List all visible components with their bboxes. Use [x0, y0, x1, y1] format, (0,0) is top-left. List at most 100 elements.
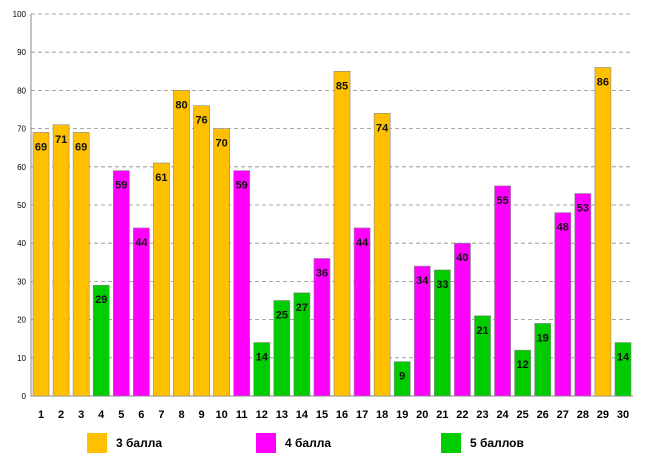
data-label-5: 59	[115, 180, 127, 192]
y-tick-label: 80	[17, 86, 26, 95]
bar-23	[474, 315, 491, 397]
x-tick-label: 19	[396, 409, 408, 421]
bar-3	[72, 132, 90, 397]
y-tick-label: 40	[17, 239, 26, 248]
y-tick-label: 20	[17, 316, 26, 325]
x-tick-label: 5	[118, 409, 124, 421]
x-tick-label: 16	[336, 409, 348, 421]
bar-8	[173, 90, 190, 397]
data-label-9: 76	[195, 115, 207, 127]
y-tick-label: 50	[17, 201, 26, 210]
bar-1	[32, 132, 50, 397]
bar-28	[574, 193, 592, 397]
y-tick-label: 60	[17, 163, 26, 172]
x-tick-label: 3	[78, 409, 84, 421]
x-tick-label: 27	[557, 409, 569, 421]
x-tick-label: 11	[236, 409, 248, 421]
legend-swatch-3	[87, 433, 107, 453]
y-tick-label: 70	[17, 125, 26, 134]
bar-11	[233, 170, 251, 397]
data-label-21: 33	[436, 279, 448, 291]
x-tick-label: 12	[256, 409, 268, 421]
data-label-12: 14	[256, 352, 269, 364]
data-label-6: 44	[135, 237, 148, 249]
bar-19	[393, 361, 411, 397]
data-label-3: 69	[75, 141, 87, 153]
bar-16	[333, 71, 351, 397]
data-label-18: 74	[376, 122, 389, 134]
legend-label-3: 3 балла	[116, 436, 162, 450]
data-label-29: 86	[597, 76, 609, 88]
data-label-30: 14	[617, 352, 630, 364]
data-label-7: 61	[155, 172, 167, 184]
bar-9	[193, 105, 210, 397]
data-label-2: 71	[55, 134, 67, 146]
bar-15	[313, 258, 331, 397]
legend-label-4: 4 балла	[285, 436, 331, 450]
x-tick-label: 15	[316, 409, 328, 421]
x-tick-label: 18	[376, 409, 388, 421]
data-label-14: 27	[296, 302, 308, 314]
bar-7	[153, 162, 170, 397]
x-tick-label: 21	[436, 409, 448, 421]
bar-27	[554, 212, 572, 397]
x-tick-label: 30	[617, 409, 629, 421]
x-tick-label: 4	[98, 409, 105, 421]
bar-17	[353, 227, 371, 397]
bar-6	[133, 227, 150, 397]
bar-21	[434, 269, 451, 397]
data-label-26: 19	[537, 332, 549, 344]
x-tick-label: 20	[416, 409, 428, 421]
y-tick-label: 100	[13, 10, 27, 19]
x-tick-label: 8	[178, 409, 184, 421]
bar-13	[273, 300, 291, 397]
x-tick-label: 9	[199, 409, 205, 421]
y-tick-label: 90	[17, 48, 26, 57]
bar-25	[514, 349, 531, 397]
bar-2	[52, 124, 70, 397]
x-tick-label: 1	[38, 409, 44, 421]
x-tick-label: 7	[158, 409, 164, 421]
bar-18	[373, 113, 391, 397]
x-tick-label: 13	[276, 409, 288, 421]
x-tick-label: 22	[456, 409, 468, 421]
x-tick-label: 17	[356, 409, 368, 421]
x-tick-label: 25	[517, 409, 529, 421]
data-label-8: 80	[175, 99, 187, 111]
data-label-16: 85	[336, 80, 348, 92]
data-label-15: 36	[316, 267, 328, 279]
bar-20	[413, 265, 431, 397]
bar-22	[454, 242, 471, 397]
data-label-11: 59	[236, 180, 248, 192]
y-tick-label: 30	[17, 277, 26, 286]
bar-29	[594, 67, 612, 397]
x-tick-label: 23	[476, 409, 488, 421]
y-tick-label: 10	[17, 354, 26, 363]
data-label-10: 70	[216, 138, 228, 150]
data-label-20: 34	[416, 275, 429, 287]
data-label-24: 55	[496, 195, 508, 207]
data-label-27: 48	[557, 222, 569, 234]
data-label-17: 44	[356, 237, 369, 249]
bar-26	[534, 323, 552, 397]
x-tick-label: 10	[216, 409, 228, 421]
x-tick-label: 14	[296, 409, 309, 421]
data-label-22: 40	[456, 252, 468, 264]
data-label-19: 9	[399, 371, 405, 383]
data-label-23: 21	[476, 325, 488, 337]
data-label-25: 12	[517, 359, 529, 371]
x-tick-label: 6	[138, 409, 144, 421]
x-tick-label: 2	[58, 409, 64, 421]
bar-4	[92, 284, 110, 397]
x-tick-label: 24	[496, 409, 509, 421]
legend-swatch-4	[256, 433, 276, 453]
x-tick-label: 28	[577, 409, 589, 421]
bar-24	[494, 185, 511, 397]
legend-swatch-5	[441, 433, 461, 453]
x-tick-label: 26	[537, 409, 549, 421]
data-label-4: 29	[95, 294, 107, 306]
data-label-13: 25	[276, 310, 288, 322]
data-label-1: 69	[35, 141, 47, 153]
